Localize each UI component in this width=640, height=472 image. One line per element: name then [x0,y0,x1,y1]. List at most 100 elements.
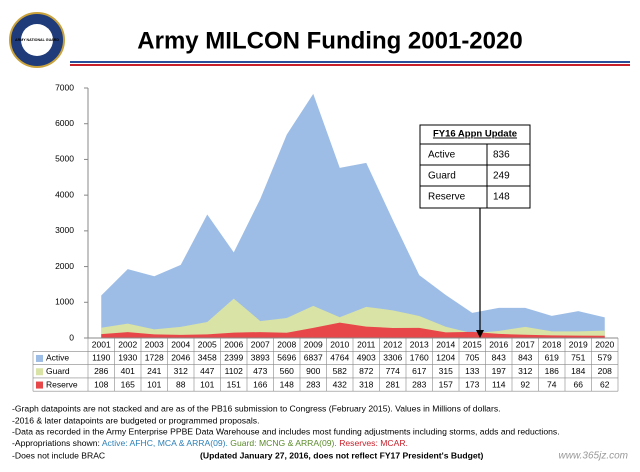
y-tick-label: 1000 [55,297,74,307]
note: -Appropriations shown: Active: AFHC, MCA… [12,438,408,448]
table-value: 101 [147,379,161,389]
table-value: 432 [333,379,347,389]
y-tick-label: 3000 [55,225,74,235]
x-tick-label: 2019 [569,339,588,349]
x-tick-label: 2002 [118,339,137,349]
table-value: 184 [571,366,585,376]
table-value: 900 [306,366,320,376]
table-value: 281 [386,379,400,389]
area [101,93,605,338]
table-value: 2046 [171,353,190,363]
table-value: 318 [359,379,373,389]
y-tick-label: 7000 [55,82,74,92]
note-part: Guard: MCNG & ARRA(09). [230,438,337,448]
inset-frame [419,124,531,209]
table-value: 560 [280,366,294,376]
table-value: 1760 [410,353,429,363]
table-value: 101 [200,379,214,389]
watermark: www.365jz.com [559,451,628,462]
x-tick-label: 2013 [410,339,429,349]
legend-label: Guard [46,366,70,376]
y-tick-label: 6000 [55,118,74,128]
y-tick-label: 2000 [55,261,74,271]
table-value: 1728 [145,353,164,363]
note: -Does not include BRAC [12,450,105,460]
table-value: 5696 [277,353,296,363]
note: -2016 & later datapoints are budgeted or… [12,415,259,425]
table-value: 312 [174,366,188,376]
table-value: 208 [598,366,612,376]
table-value: 3458 [198,353,217,363]
table-value: 173 [465,379,479,389]
legend-label: Active [46,353,69,363]
table-value: 843 [492,353,506,363]
x-tick-label: 2004 [171,339,190,349]
inset-label: Guard [428,171,456,182]
x-tick-label: 2001 [92,339,111,349]
table-value: 2399 [224,353,243,363]
inset-arrowhead [476,330,484,338]
table-value: 114 [492,379,506,389]
table-value: 148 [280,379,294,389]
legend-swatch [36,368,43,376]
chart-title: Army MILCON Funding 2001-2020 [137,27,522,54]
table-value: 315 [439,366,453,376]
table-value: 286 [94,366,108,376]
note: -Data as recorded in the Army Enterprise… [12,426,560,436]
table-value: 3306 [383,353,402,363]
table-value: 108 [94,379,108,389]
x-tick-label: 2017 [516,339,535,349]
y-tick-label: 5000 [55,154,74,164]
table-value: 283 [412,379,426,389]
note-part: Reserves: MCAR. [339,438,408,448]
table-value: 1204 [436,353,455,363]
x-tick-label: 2007 [251,339,270,349]
table-value: 473 [253,366,267,376]
update-note: (Updated January 27, 2016, does not refl… [200,450,483,460]
table-value: 88 [176,379,186,389]
table-value: 151 [227,379,241,389]
table-value: 165 [121,379,135,389]
table-value: 1102 [225,366,244,376]
table-value: 751 [571,353,585,363]
x-tick-label: 2003 [145,339,164,349]
table-value: 312 [518,366,532,376]
table-value: 401 [121,366,135,376]
note: -Graph datapoints are not stacked and ar… [12,403,501,413]
inset-label: Reserve [428,192,466,203]
table-value: 872 [359,366,373,376]
x-tick-label: 2014 [436,339,455,349]
x-tick-label: 2016 [489,339,508,349]
legend-swatch [36,354,43,362]
table-value: 92 [521,379,531,389]
table-value: 843 [518,353,532,363]
table-value: 3893 [251,353,270,363]
table-value: 4764 [330,353,349,363]
table-value: 74 [547,379,557,389]
table-value: 774 [386,366,400,376]
legend-label: Reserve [46,379,78,389]
table-value: 579 [598,353,612,363]
table-value: 133 [465,366,479,376]
table-value: 6837 [304,353,323,363]
y-tick-label: 0 [69,332,74,342]
table-value: 62 [600,379,610,389]
table-value: 617 [412,366,426,376]
x-tick-label: 2005 [198,339,217,349]
table-value: 582 [333,366,347,376]
y-tick-label: 4000 [55,189,74,199]
x-tick-label: 2010 [330,339,349,349]
logo-center [21,24,53,56]
table-value: 197 [492,366,506,376]
inset-title: FY16 Appn Update [433,129,517,140]
table-value: 157 [439,379,453,389]
x-tick-label: 2015 [463,339,482,349]
table-value: 705 [465,353,479,363]
table-value: 283 [306,379,320,389]
plot: 0 1000 2000 3000 4000 5000 6000 7000 2001 2002 200… [32,82,619,392]
notes: -Graph datapoints are not stacked and ar… [12,403,628,461]
note-part: -Appropriations shown: [12,438,100,448]
logo-text: ARMY NATIONAL GUARD [15,38,59,42]
table-value: 66 [574,379,584,389]
